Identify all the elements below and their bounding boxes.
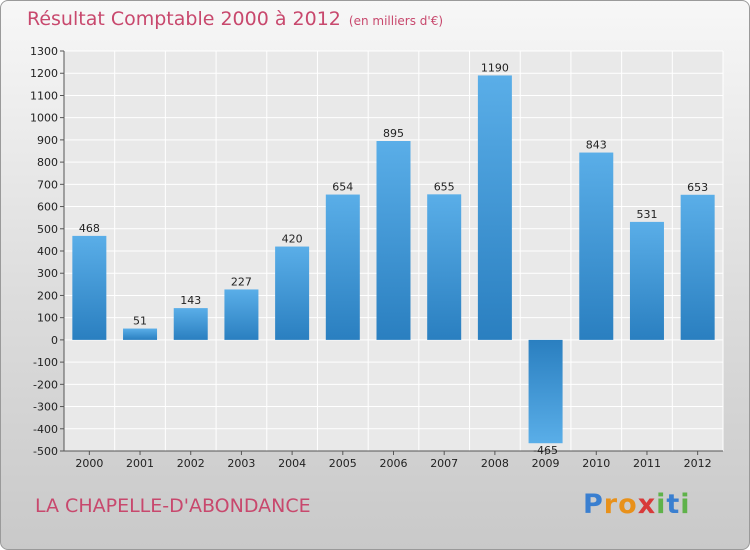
x-tick-label: 2000 <box>75 457 103 470</box>
data-label: 1190 <box>481 61 509 74</box>
bar <box>629 221 664 340</box>
data-label: 468 <box>79 222 100 235</box>
logo-letter: r <box>603 489 619 520</box>
y-tick-label: 200 <box>37 289 58 302</box>
y-tick-label: 400 <box>37 245 58 258</box>
x-tick-label: 2007 <box>430 457 458 470</box>
chart-subtitle: (en milliers d'€) <box>348 14 444 28</box>
logo-letter: P <box>583 489 604 520</box>
data-label: 420 <box>282 233 303 246</box>
bar <box>477 75 512 340</box>
x-tick-label: 2005 <box>329 457 357 470</box>
bar <box>680 194 715 340</box>
x-tick-label: 2003 <box>227 457 255 470</box>
y-tick-label: 300 <box>37 267 58 280</box>
x-tick-label: 2010 <box>582 457 610 470</box>
chart-title: Résultat Comptable 2000 à 2012 (en millie… <box>27 8 444 30</box>
y-tick-label: 100 <box>37 312 58 325</box>
data-label: 51 <box>133 315 147 328</box>
y-tick-label: -100 <box>33 356 58 369</box>
x-tick-label: 2009 <box>532 457 560 470</box>
logo-letter: t <box>666 489 681 520</box>
y-tick-label: 800 <box>37 156 58 169</box>
logo-letter: i <box>656 489 667 520</box>
proxiti-logo: Proxiti <box>583 489 691 520</box>
bar <box>173 308 208 340</box>
data-label: 655 <box>434 180 455 193</box>
y-tick-label: -500 <box>33 445 58 458</box>
y-tick-label: -400 <box>33 423 58 436</box>
y-tick-label: -200 <box>33 378 58 391</box>
data-label: 654 <box>332 181 353 194</box>
logo-letter: i <box>680 489 691 520</box>
y-tick-label: 900 <box>37 134 58 147</box>
bar <box>376 141 411 340</box>
data-label: 843 <box>586 139 607 152</box>
y-tick-label: 600 <box>37 201 58 214</box>
bar <box>579 152 614 340</box>
x-tick-label: 2011 <box>633 457 661 470</box>
y-tick-label: 1300 <box>30 45 58 58</box>
logo-letter: x <box>637 489 657 520</box>
y-tick-label: 1200 <box>30 67 58 80</box>
bar <box>275 246 310 340</box>
location-name: LA CHAPELLE-D'ABONDANCE <box>35 495 311 517</box>
x-tick-label: 2004 <box>278 457 306 470</box>
logo-letter: o <box>618 489 638 520</box>
x-tick-label: 2006 <box>380 457 408 470</box>
y-tick-label: 1000 <box>30 112 58 125</box>
x-tick-label: 2012 <box>684 457 712 470</box>
data-label: 531 <box>636 208 657 221</box>
data-label: 895 <box>383 127 404 140</box>
y-tick-label: -300 <box>33 401 58 414</box>
y-tick-label: 1100 <box>30 89 58 102</box>
data-label: 653 <box>687 181 708 194</box>
bar <box>72 235 107 340</box>
bar <box>427 194 462 340</box>
bar <box>123 328 158 340</box>
data-label: 143 <box>180 294 201 307</box>
x-tick-label: 2008 <box>481 457 509 470</box>
bar <box>528 339 563 444</box>
data-label: -465 <box>533 444 558 457</box>
x-tick-label: 2001 <box>126 457 154 470</box>
data-label: 227 <box>231 275 252 288</box>
y-tick-label: 500 <box>37 223 58 236</box>
x-tick-label: 2002 <box>177 457 205 470</box>
y-tick-label: 700 <box>37 178 58 191</box>
bar <box>224 289 259 340</box>
bar <box>325 194 360 340</box>
y-tick-label: 0 <box>51 334 58 347</box>
